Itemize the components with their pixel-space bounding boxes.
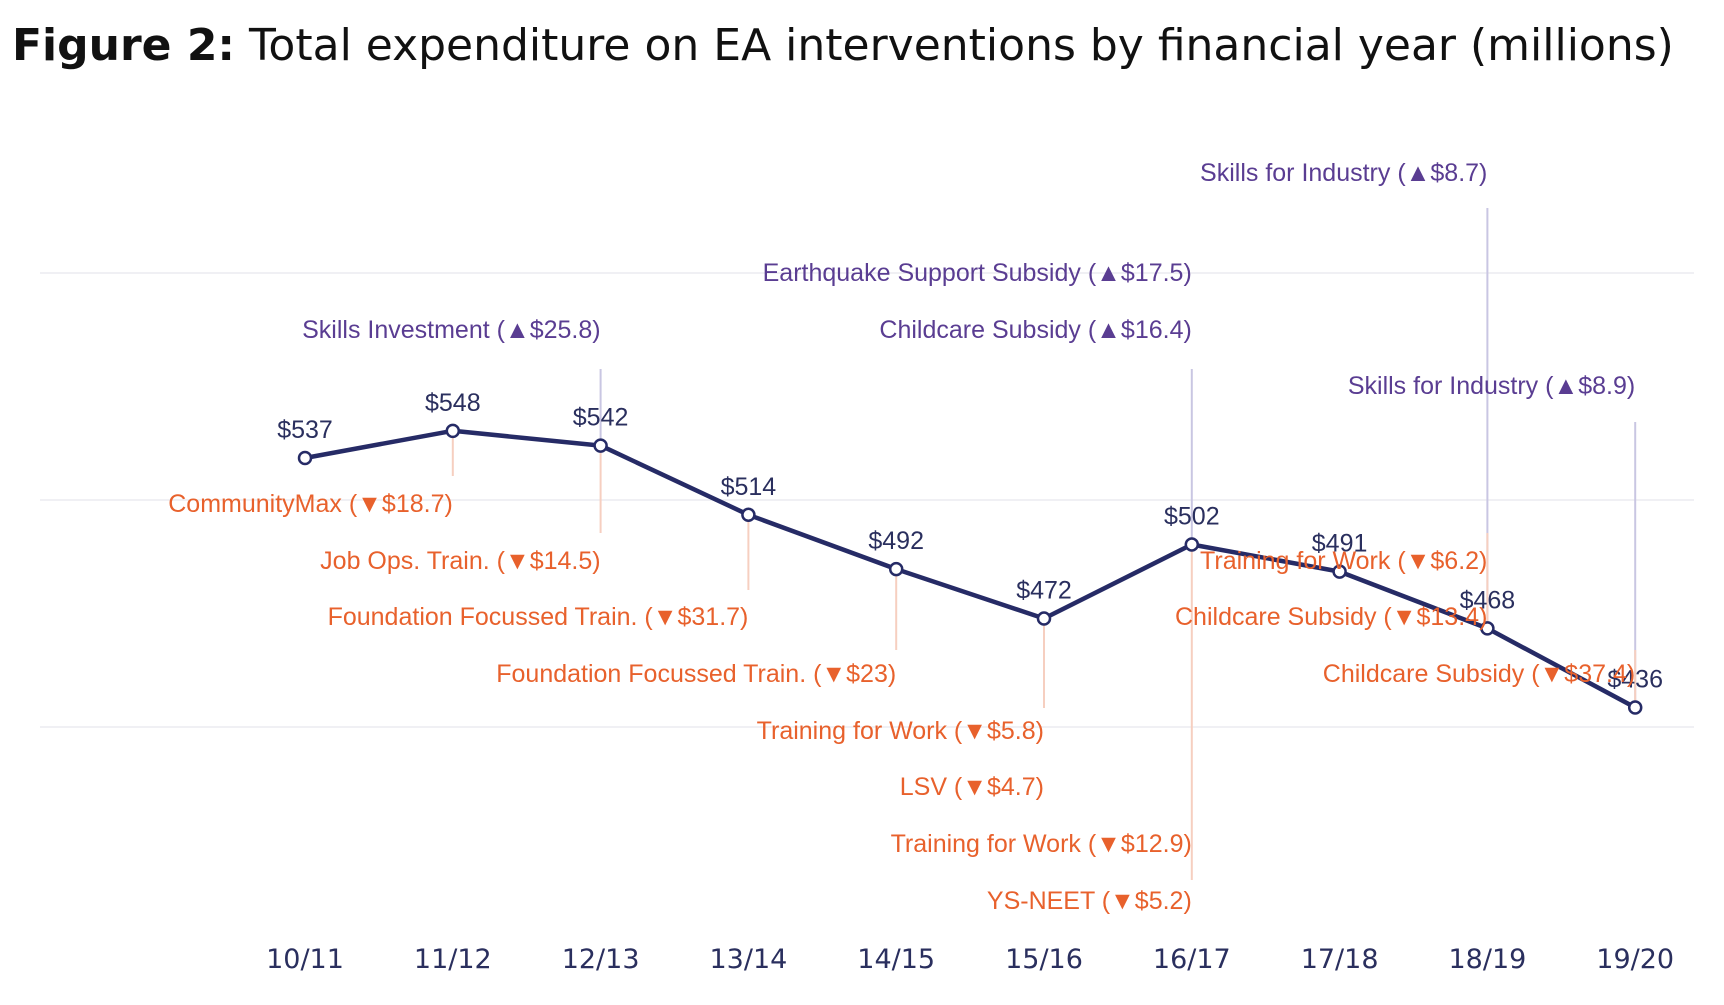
decrease-annotation: Training for Work (▼$5.8) — [757, 717, 1044, 745]
decrease-annotation: Childcare Subsidy (▼$37.4) — [1323, 660, 1635, 688]
data-label: $491 — [1312, 530, 1368, 558]
decrease-annotation: YS-NEET (▼$5.2) — [987, 887, 1192, 915]
increase-annotation: Skills for Industry (▲$8.9) — [1348, 372, 1635, 400]
data-point — [297, 450, 313, 466]
gridlines — [40, 272, 1694, 728]
data-label: $472 — [1016, 577, 1072, 605]
expenditure-series — [302, 428, 1638, 710]
decrease-annotation: Job Ops. Train. (▼$14.5) — [320, 547, 600, 575]
data-label: $548 — [425, 389, 481, 417]
increase-annotation: Earthquake Support Subsidy (▲$17.5) — [763, 259, 1192, 287]
data-point — [741, 507, 756, 523]
data-point — [1332, 564, 1347, 579]
figure-number: Figure 2: — [12, 20, 236, 71]
annotation-leader-lines — [451, 208, 1637, 880]
x-axis-tick-labels: 10/11 11/12 12/13 13/14 14/15 15/16 16/17 17/18… — [266, 944, 1674, 975]
decrease-annotation: Childcare Subsidy (▼$13.4) — [1175, 603, 1487, 631]
decrease-annotation: Foundation Focussed Train. (▼$31.7) — [328, 603, 749, 631]
data-label: $542 — [573, 404, 629, 432]
decrease-annotation: CommunityMax (▼$18.7) — [168, 490, 453, 518]
data-points — [297, 423, 1643, 715]
x-tick-label: 11/12 — [414, 944, 492, 975]
increase-annotation: Skills Investment (▲$25.8) — [302, 316, 600, 344]
data-labels: $537 $548 $542 $514 $492 $472 $502 $491 $468 $436 — [277, 389, 1663, 694]
data-label: $502 — [1164, 502, 1220, 530]
data-point — [593, 438, 608, 453]
annotation-labels: Skills Investment (▲$25.8) Earthquake Sup… — [168, 159, 1635, 915]
x-tick-label: 17/18 — [1301, 944, 1379, 975]
data-point — [445, 423, 461, 439]
data-point — [1627, 700, 1643, 715]
figure-title: Figure 2: Total expenditure on EA interv… — [12, 20, 1674, 71]
data-label: $514 — [721, 473, 777, 501]
x-tick-label: 12/13 — [562, 944, 640, 975]
figure-caption: Total expenditure on EA interventions by… — [249, 20, 1674, 71]
x-tick-label: 19/20 — [1596, 944, 1674, 975]
decrease-annotation: Training for Work (▼$6.2) — [1200, 547, 1487, 575]
data-point — [888, 561, 904, 577]
increase-annotation: Skills for Industry (▲$8.7) — [1200, 159, 1487, 187]
decrease-annotation: Training for Work (▼$12.9) — [891, 830, 1192, 858]
data-point — [1036, 611, 1052, 626]
data-point — [1480, 621, 1495, 636]
x-tick-label: 16/17 — [1153, 944, 1231, 975]
data-label: $436 — [1607, 665, 1663, 693]
x-tick-label: 13/14 — [709, 944, 787, 975]
decrease-annotation: Foundation Focussed Train. (▼$23) — [496, 660, 896, 688]
data-label: $492 — [868, 527, 924, 555]
increase-annotation: Childcare Subsidy (▲$16.4) — [879, 316, 1191, 344]
x-tick-label: 10/11 — [266, 944, 344, 975]
x-tick-label: 18/19 — [1448, 944, 1526, 975]
x-tick-label: 14/15 — [857, 944, 935, 975]
data-label: $468 — [1460, 586, 1516, 614]
data-point — [1184, 537, 1200, 552]
decrease-annotation: LSV (▼$4.7) — [900, 773, 1044, 801]
expenditure-line — [302, 428, 1638, 710]
data-label: $537 — [277, 416, 333, 444]
x-tick-label: 15/16 — [1005, 944, 1083, 975]
